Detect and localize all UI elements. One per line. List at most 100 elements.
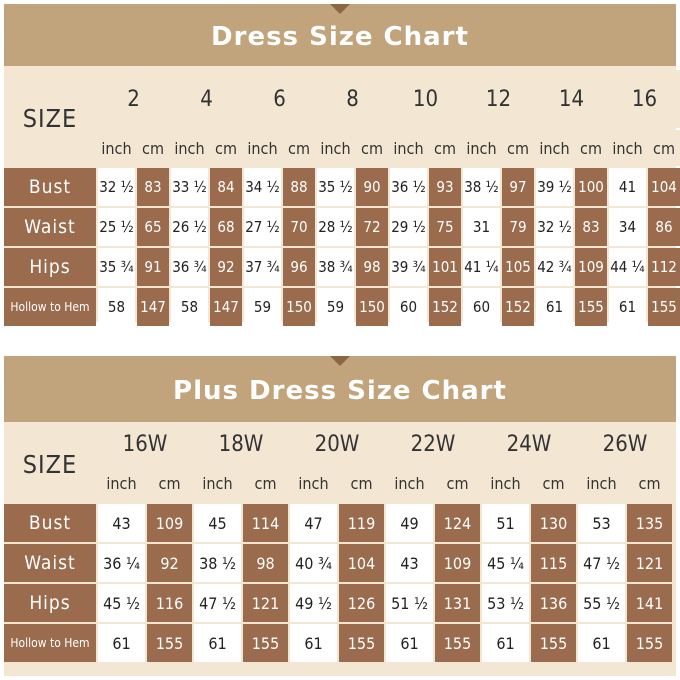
cm-value: 88 (283, 168, 315, 206)
cm-value: 150 (283, 288, 315, 326)
cm-value: 155 (575, 288, 607, 326)
inch-value: 61 (578, 624, 625, 662)
cm-value: 75 (429, 208, 461, 246)
inch-value: 45 ¼ (482, 544, 529, 582)
inch-value: 49 (386, 504, 433, 542)
row-label-bust: Bust (4, 504, 96, 542)
inch-value: 34 (609, 208, 646, 246)
inch-value: 32 ½ (98, 168, 135, 206)
size-header-16w: 16W (98, 426, 192, 462)
inch-value: 42 ¾ (536, 248, 573, 286)
row-label-hips: Hips (4, 584, 96, 622)
cm-value: 98 (356, 248, 388, 286)
cm-value: 131 (435, 584, 480, 622)
size-table: SIZE 16W 18W 20W 22W 24W 26W inch cm inch cm inch cm… (4, 426, 676, 662)
cm-value: 70 (283, 208, 315, 246)
inch-value: 61 (482, 624, 529, 662)
cm-value: 155 (648, 288, 680, 326)
cm-value: 96 (283, 248, 315, 286)
cm-value: 104 (339, 544, 384, 582)
cm-value: 83 (137, 168, 169, 206)
cm-value: 152 (502, 288, 534, 326)
size-header-26w: 26W (578, 426, 672, 462)
unit-header-cm: cm (147, 464, 192, 502)
unit-header-cm: cm (435, 464, 480, 502)
size-header-2: 2 (98, 70, 169, 128)
inch-value: 47 (290, 504, 337, 542)
inch-value: 61 (536, 288, 573, 326)
cm-value: 92 (147, 544, 192, 582)
unit-header-cm: cm (627, 464, 672, 502)
unit-header-inch: inch (482, 464, 529, 502)
unit-header-inch: inch (317, 130, 354, 166)
row-label-waist: Waist (4, 544, 96, 582)
unit-header-cm: cm (339, 464, 384, 502)
inch-value: 47 ½ (194, 584, 241, 622)
inch-value: 39 ¾ (390, 248, 427, 286)
cm-value: 147 (210, 288, 242, 326)
row-label-waist: Waist (4, 208, 96, 246)
size-header-22w: 22W (386, 426, 480, 462)
inch-value: 43 (98, 504, 145, 542)
chart-title-bar: Dress Size Chart (4, 4, 676, 66)
unit-header-inch: inch (194, 464, 241, 502)
cm-value: 155 (243, 624, 288, 662)
inch-value: 25 ½ (98, 208, 135, 246)
cm-value: 115 (531, 544, 576, 582)
dress-size-chart: Dress Size Chart SIZE 2 4 6 8 10 12 14 16 inch cm i… (4, 4, 680, 326)
inch-value: 59 (244, 288, 281, 326)
cm-value: 92 (210, 248, 242, 286)
unit-header-cm: cm (210, 130, 242, 166)
unit-header-inch: inch (244, 130, 281, 166)
unit-header-inch: inch (98, 130, 135, 166)
cm-value: 135 (627, 504, 672, 542)
cm-value: 121 (243, 584, 288, 622)
inch-value: 55 ½ (578, 584, 625, 622)
cm-value: 90 (356, 168, 388, 206)
inch-value: 44 ¼ (609, 248, 646, 286)
inch-value: 43 (386, 544, 433, 582)
inch-value: 61 (386, 624, 433, 662)
inch-value: 27 ½ (244, 208, 281, 246)
inch-value: 38 ½ (194, 544, 241, 582)
cm-value: 112 (648, 248, 680, 286)
size-header-6: 6 (244, 70, 315, 128)
unit-header-inch: inch (290, 464, 337, 502)
cm-value: 126 (339, 584, 384, 622)
inch-value: 32 ½ (536, 208, 573, 246)
inch-value: 53 (578, 504, 625, 542)
chart-title: Dress Size Chart (211, 22, 469, 52)
inch-value: 45 ½ (98, 584, 145, 622)
cm-value: 155 (531, 624, 576, 662)
unit-header-inch: inch (463, 130, 500, 166)
inch-value: 61 (609, 288, 646, 326)
size-header-20w: 20W (290, 426, 384, 462)
cm-value: 72 (356, 208, 388, 246)
cm-value: 84 (210, 168, 242, 206)
cm-value: 109 (575, 248, 607, 286)
cm-value: 155 (147, 624, 192, 662)
inch-value: 36 ¼ (98, 544, 145, 582)
unit-header-cm: cm (648, 130, 680, 166)
cm-value: 65 (137, 208, 169, 246)
unit-header-cm: cm (243, 464, 288, 502)
inch-value: 51 ½ (386, 584, 433, 622)
inch-value: 51 (482, 504, 529, 542)
cm-value: 147 (137, 288, 169, 326)
inch-value: 41 ¼ (463, 248, 500, 286)
inch-value: 34 ½ (244, 168, 281, 206)
inch-value: 35 ½ (317, 168, 354, 206)
inch-value: 40 ¾ (290, 544, 337, 582)
inch-value: 39 ½ (536, 168, 573, 206)
inch-value: 60 (390, 288, 427, 326)
size-header-18w: 18W (194, 426, 288, 462)
cm-value: 79 (502, 208, 534, 246)
cm-value: 114 (243, 504, 288, 542)
row-label-hollow-to-hem: Hollow to Hem (4, 288, 96, 326)
size-header-12: 12 (463, 70, 534, 128)
inch-value: 29 ½ (390, 208, 427, 246)
unit-header-inch: inch (171, 130, 208, 166)
inch-value: 61 (194, 624, 241, 662)
cm-value: 105 (502, 248, 534, 286)
inch-value: 37 ¾ (244, 248, 281, 286)
